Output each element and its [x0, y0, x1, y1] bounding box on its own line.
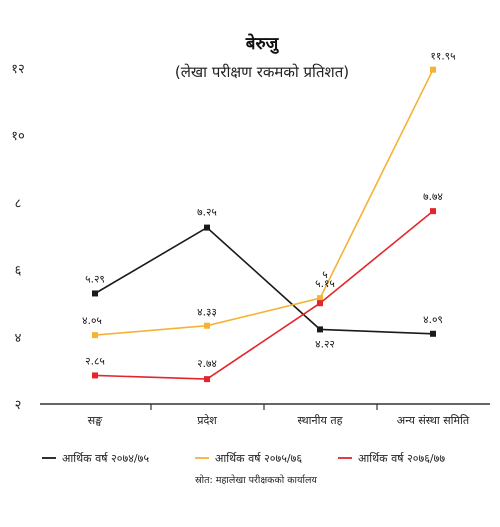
- series-line: [94, 226, 434, 335]
- x-tick-label: अन्य संस्था समिति: [397, 414, 470, 427]
- data-label: ७.२५: [197, 207, 217, 219]
- data-point: [92, 372, 98, 379]
- data-point: [430, 66, 436, 73]
- chart-subtitle: (लेखा परीक्षण रकमको प्रतिशत): [175, 63, 349, 81]
- chart-title: बेरुजु: [245, 33, 280, 54]
- data-label: ५.२९: [85, 273, 105, 285]
- data-point: [317, 300, 323, 307]
- data-point: [204, 322, 210, 329]
- data-label: ५: [322, 269, 327, 281]
- data-label: ४.०५: [82, 315, 102, 327]
- data-label: ४.२२: [315, 338, 335, 350]
- x-tick-label: स्थानीय तह: [298, 414, 343, 427]
- x-tick-label: सङ्घ: [88, 414, 103, 427]
- data-label: ४.३३: [197, 307, 217, 319]
- y-tick-label: २: [15, 398, 22, 413]
- y-tick-label: १२: [11, 62, 25, 77]
- legend: आर्थिक वर्ष २०७४/७५ आर्थिक वर्ष २०७५/७६ आर…: [42, 452, 445, 465]
- y-tick-label: १०: [11, 129, 25, 144]
- data-point: [430, 208, 436, 215]
- data-point: [204, 376, 210, 383]
- data-point: [430, 330, 436, 337]
- data-point: [317, 295, 323, 302]
- series-lines: [92, 66, 436, 383]
- y-tick-label: ६: [15, 264, 22, 279]
- data-label: ७.७४: [423, 191, 443, 203]
- data-point: [204, 224, 210, 231]
- legend-label: आर्थिक वर्ष २०७६/७७: [358, 452, 445, 465]
- data-label: २.८५: [85, 355, 105, 367]
- series-line: [94, 210, 434, 380]
- data-labels: ५.२९ ७.२५ ४.२२ ४.०९ ४.०५ ४.३३ ५.१५ ११.९५ २.८५ २.७…: [82, 51, 455, 370]
- x-tick-label: प्रदेश: [197, 414, 217, 427]
- chart-axes: २ ४ ६ ८ १० १२ सङ्घ प्रदेश स्थानीय तह अन्य संस्था …: [11, 62, 490, 427]
- y-tick-label: ४: [15, 331, 22, 346]
- data-point: [92, 290, 98, 297]
- source-note: स्रोत: महालेखा परीक्षकको कार्यालय: [195, 474, 317, 486]
- data-point: [317, 326, 323, 333]
- series-line: [94, 69, 434, 336]
- data-point: [92, 332, 98, 339]
- y-tick-label: ८: [15, 196, 22, 211]
- legend-label: आर्थिक वर्ष २०७४/७५: [62, 452, 149, 465]
- data-label: ५.१५: [315, 278, 335, 290]
- legend-label: आर्थिक वर्ष २०७५/७६: [215, 452, 302, 465]
- data-label: ४.०९: [423, 314, 443, 326]
- data-label: २.७४: [197, 358, 217, 370]
- data-label: ११.९५: [430, 51, 455, 63]
